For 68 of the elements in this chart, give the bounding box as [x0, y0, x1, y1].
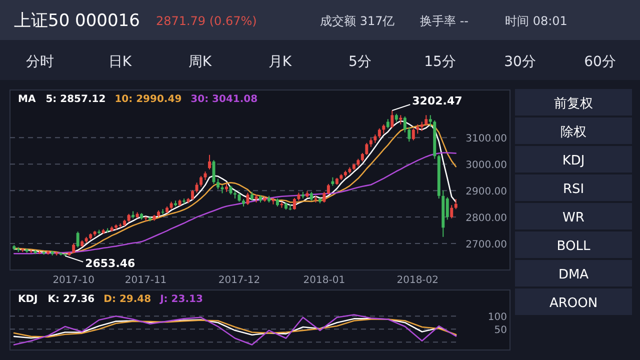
candlestick	[450, 204, 454, 219]
text: 15分	[424, 54, 456, 70]
candlestick	[416, 124, 420, 134]
x-tick-label: 2017-10	[52, 275, 94, 286]
y-tick-label: 2900.00	[466, 186, 507, 198]
y-tick-label: 2700.00	[466, 240, 507, 251]
text: 30分	[504, 54, 536, 70]
text: 换手率 --	[420, 14, 468, 28]
x-tick-label: 2018-01	[303, 275, 346, 286]
candlestick	[424, 114, 428, 126]
candlestick	[365, 142, 368, 156]
candlestick	[200, 176, 203, 188]
text: 日K	[108, 54, 132, 70]
text: 上证50 000016	[14, 11, 140, 31]
annotation: 3202.47	[412, 94, 462, 108]
candlestick	[322, 191, 326, 203]
candlestick	[191, 190, 194, 200]
legend-title: KDJ	[18, 294, 38, 305]
candlestick	[412, 128, 415, 141]
candlestick	[208, 154, 211, 170]
candlestick	[382, 124, 386, 134]
text: 5分	[348, 54, 372, 70]
text: 前复权	[554, 96, 593, 112]
candlestick	[378, 128, 381, 139]
text: 30: 3041.08	[190, 94, 258, 105]
text: 2871.79 (0.67%)	[156, 14, 257, 28]
text: 时间 08:01	[505, 14, 568, 28]
text: 60分	[584, 54, 616, 70]
series-label: D: 29.48	[104, 294, 152, 305]
candlestick	[408, 126, 411, 142]
candlestick	[454, 198, 458, 210]
y-tick-label: 100	[488, 312, 507, 324]
line-series	[13, 314, 457, 346]
candlestick	[386, 118, 390, 129]
text: K: 27.36	[48, 294, 95, 305]
text: 除权	[560, 124, 586, 140]
text: RSI	[562, 182, 584, 197]
text: KDJ	[562, 153, 585, 168]
candlestick	[76, 231, 80, 248]
y-tick-label: 3000.00	[466, 160, 507, 172]
candlestick	[420, 121, 424, 132]
candlestick	[326, 183, 330, 195]
candlestick	[216, 178, 220, 190]
candlestick	[428, 114, 432, 128]
candlestick	[195, 182, 198, 194]
y-tick-label: 50	[494, 325, 507, 336]
text: WR	[562, 210, 584, 226]
text: 月K	[268, 54, 292, 70]
x-tick-label: 2017-12	[218, 275, 260, 286]
x-tick-label: 2018-02	[396, 275, 439, 286]
text: AROON	[549, 296, 598, 311]
annotation: 2653.46	[85, 256, 136, 270]
text: 分时	[26, 54, 54, 70]
text: DMA	[558, 267, 589, 282]
text: 周K	[188, 54, 212, 70]
text: BOLL	[556, 238, 591, 254]
text: 10: 2990.49	[114, 94, 182, 105]
y-tick-label: 2800.00	[466, 213, 507, 224]
candlestick	[403, 116, 406, 133]
text: 5: 2857.12	[46, 94, 106, 105]
y-tick-label: 3100.00	[466, 134, 507, 145]
candlestick	[292, 198, 296, 210]
x-tick-label: 2017-11	[124, 275, 167, 286]
legend-title: MA	[18, 94, 36, 105]
series-label: J: 23.13	[159, 294, 203, 305]
text: 成交额 317亿	[320, 14, 395, 28]
line-series	[13, 152, 457, 254]
candlestick	[390, 110, 394, 129]
